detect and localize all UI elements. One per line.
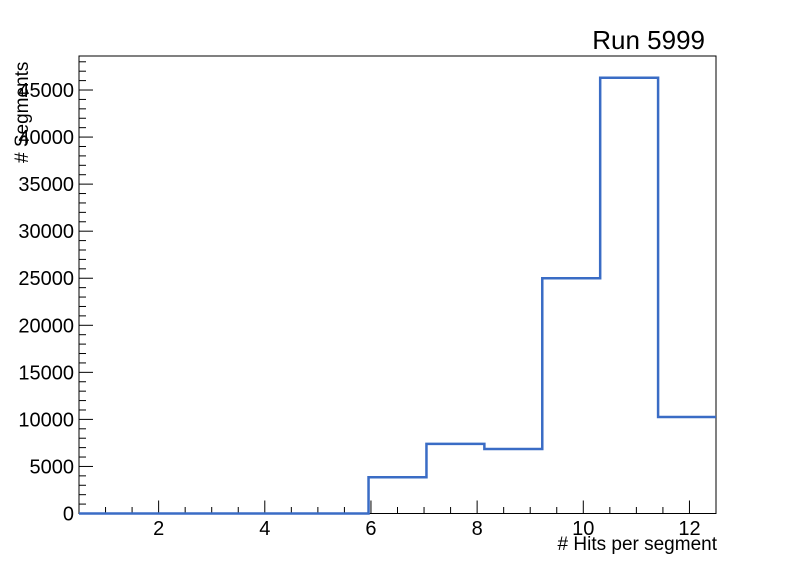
y-tick-label: 15000 [18,362,74,384]
x-axis-title: # Hits per segment [558,534,718,555]
y-tick-label: 25000 [18,268,74,290]
x-tick-label: 10 [572,518,594,540]
y-tick-label: 45000 [18,80,74,102]
histogram-line [79,76,716,515]
x-tick-label: 2 [153,518,164,540]
x-tick-label: 12 [678,518,700,540]
y-axis-title: # Segments [12,62,33,163]
y-tick-label: 30000 [18,221,74,243]
y-tick-label: 5000 [30,456,75,478]
y-tick-label: 40000 [18,127,74,149]
y-tick-label: 0 [63,504,74,526]
y-tick-label: 10000 [18,409,74,431]
plot-layer: 2 4 6 8 10 12 0 5000 10000 15000 20000 25000 30000 35… [18,55,717,540]
x-tick-label: 8 [472,518,483,540]
plot-title: Run 5999 [592,25,705,55]
x-tick-label: 6 [365,518,376,540]
y-tick-label: 35000 [18,174,74,196]
plot-frame [78,55,717,514]
y-tick-label: 20000 [18,315,74,337]
x-tick-label: 4 [259,518,270,540]
